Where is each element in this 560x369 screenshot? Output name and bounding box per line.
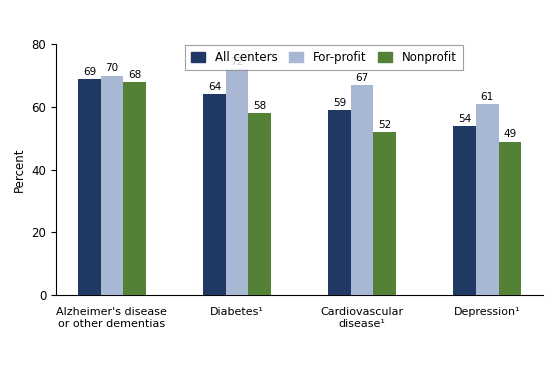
Bar: [123, 82, 146, 295]
Text: 59: 59: [333, 98, 346, 108]
Text: 61: 61: [480, 92, 494, 102]
Text: 68: 68: [128, 70, 141, 80]
Bar: [101, 76, 123, 295]
Text: 54: 54: [458, 114, 472, 124]
Text: 49: 49: [503, 129, 516, 139]
Text: 67: 67: [356, 73, 369, 83]
Bar: [203, 94, 226, 295]
Text: 58: 58: [253, 101, 266, 111]
Bar: [498, 141, 521, 295]
Bar: [248, 113, 271, 295]
Text: 52: 52: [378, 120, 391, 130]
Y-axis label: Percent: Percent: [13, 148, 26, 192]
Text: 69: 69: [83, 66, 96, 77]
Bar: [328, 110, 351, 295]
Text: 70: 70: [105, 63, 119, 73]
Legend: All centers, For-profit, Nonprofit: All centers, For-profit, Nonprofit: [185, 45, 463, 70]
Bar: [78, 79, 101, 295]
Text: 64: 64: [208, 82, 221, 92]
Bar: [351, 85, 374, 295]
Bar: [226, 69, 248, 295]
Bar: [454, 126, 476, 295]
Text: 72: 72: [230, 57, 244, 67]
Bar: [476, 104, 498, 295]
Bar: [374, 132, 396, 295]
